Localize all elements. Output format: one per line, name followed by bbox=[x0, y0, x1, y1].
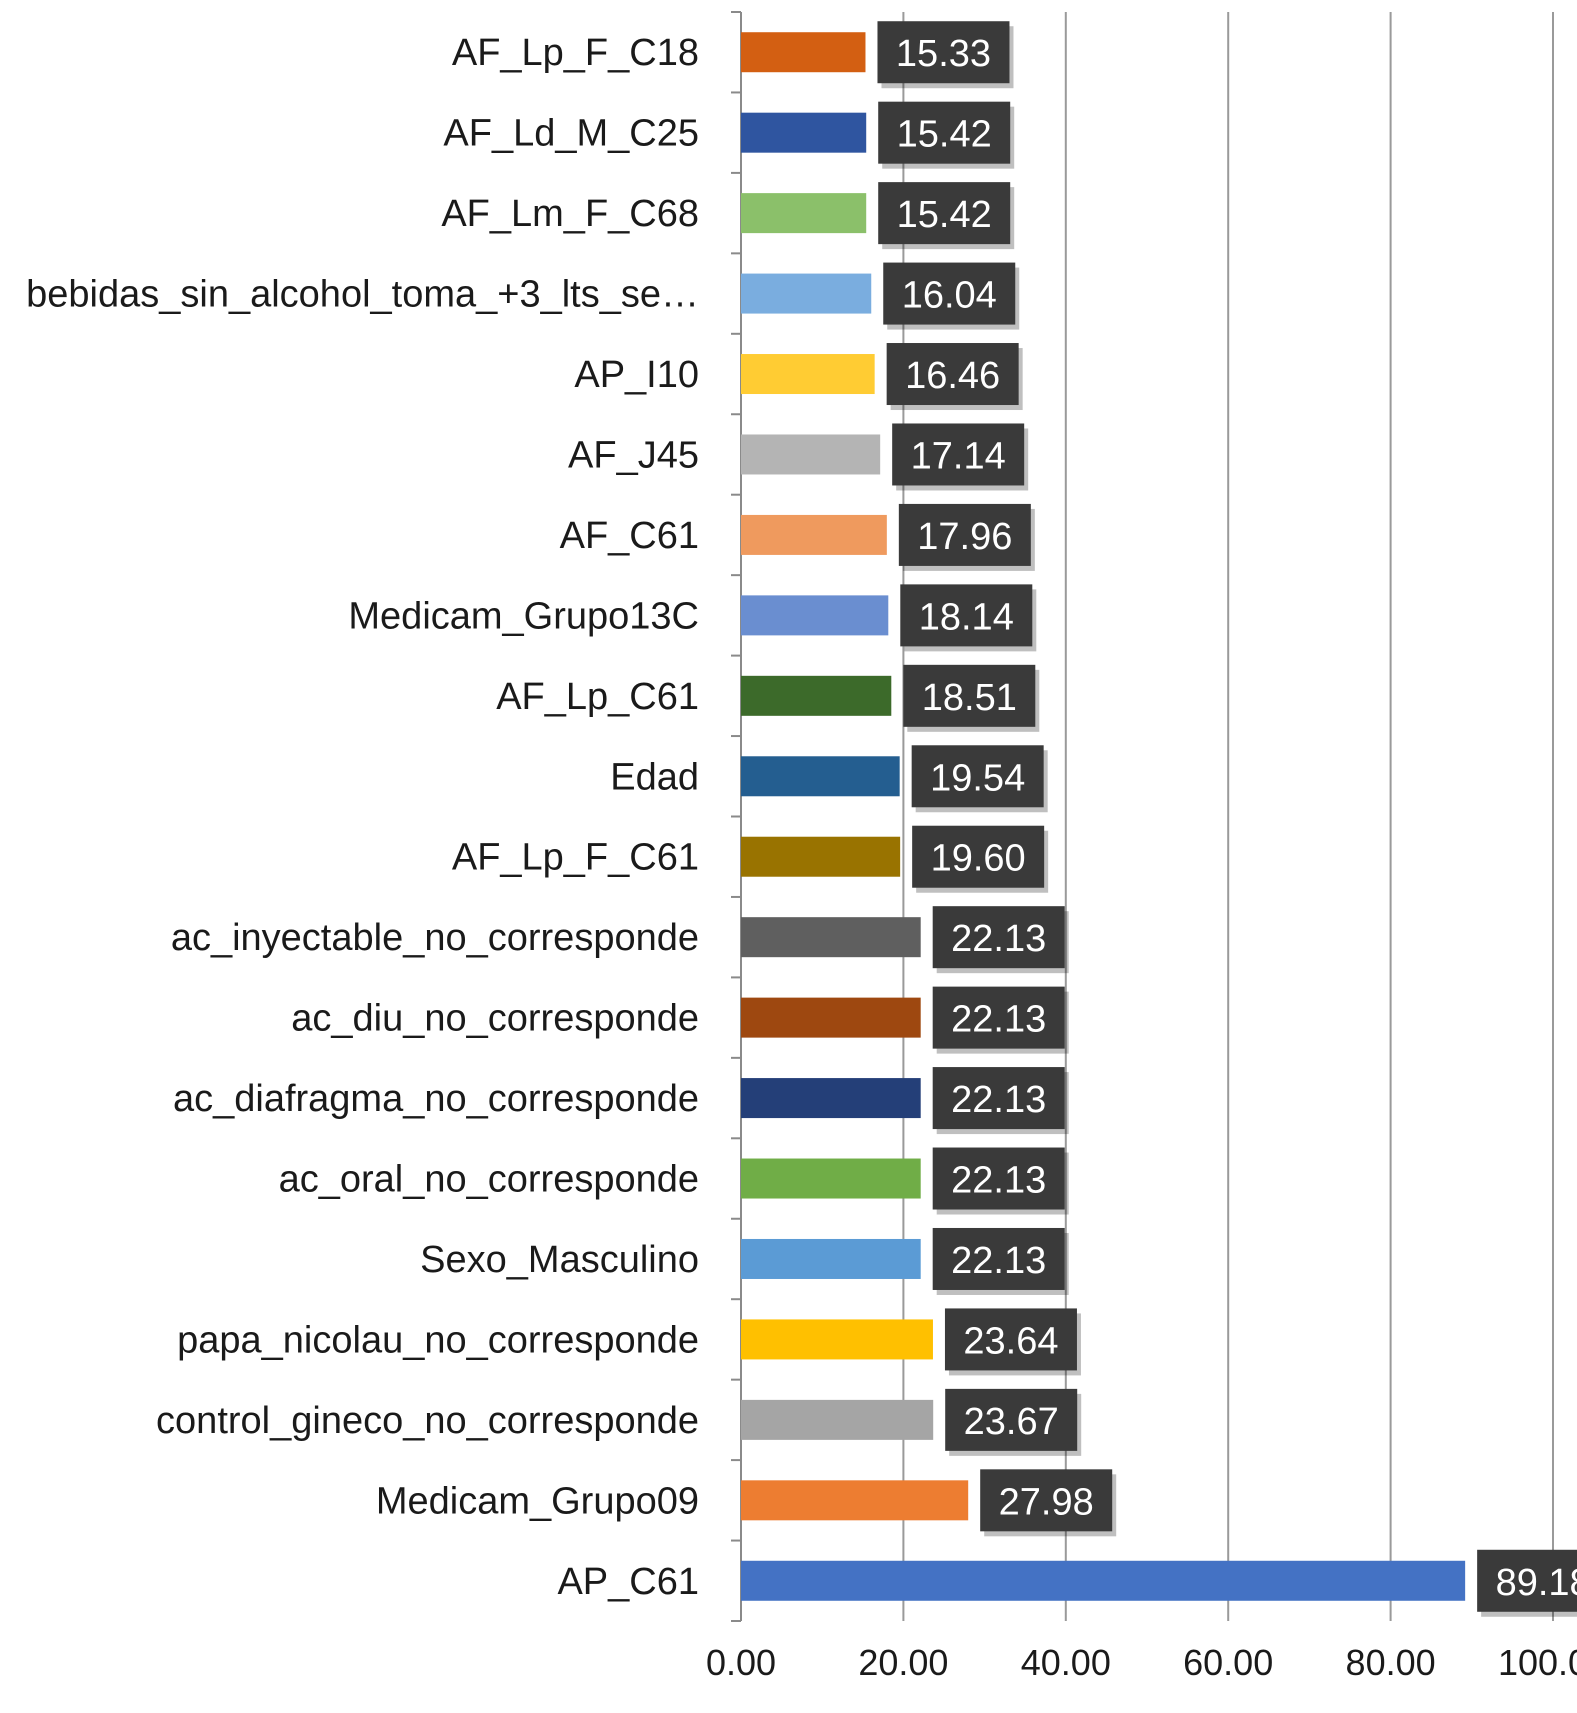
value-label: 17.96 bbox=[917, 516, 1012, 558]
bar bbox=[741, 1560, 1466, 1601]
value-label-box bbox=[878, 101, 1011, 164]
bar bbox=[741, 1319, 933, 1360]
category-label: ac_inyectable_no_corresponde bbox=[171, 917, 699, 959]
value-labels: 15.33 15.42 15.42 16.04 16.46 17.14 17.96 18.14… bbox=[877, 21, 1577, 1617]
value-label: 19.60 bbox=[931, 838, 1026, 880]
value-label: 15.42 bbox=[897, 194, 992, 236]
bar bbox=[741, 836, 901, 877]
category-label: AF_Ld_M_C25 bbox=[443, 113, 699, 155]
bar bbox=[741, 273, 872, 314]
y-axis bbox=[731, 11, 742, 1622]
x-tick-label: 20.00 bbox=[858, 1642, 948, 1683]
value-label: 18.14 bbox=[919, 596, 1014, 638]
value-label: 27.98 bbox=[999, 1481, 1094, 1523]
bar bbox=[741, 756, 900, 797]
category-label: Sexo_Masculino bbox=[420, 1239, 699, 1281]
grid-lines bbox=[902, 12, 1554, 1621]
value-label: 22.13 bbox=[951, 918, 1046, 960]
category-label: control_gineco_no_corresponde bbox=[156, 1400, 699, 1442]
category-labels: AF_Lp_F_C18 AF_Ld_M_C25 AF_Lm_F_C68bebidas… bbox=[26, 32, 699, 1603]
bar bbox=[741, 32, 866, 73]
value-label-box bbox=[898, 503, 1031, 566]
value-label: 22.13 bbox=[951, 1160, 1046, 1202]
value-label-box bbox=[878, 182, 1011, 245]
value-label-box bbox=[912, 825, 1045, 888]
category-label: ac_diafragma_no_corresponde bbox=[173, 1078, 699, 1120]
category-label: AF_C61 bbox=[560, 515, 699, 557]
category-label: Medicam_Grupo09 bbox=[376, 1480, 699, 1522]
bar bbox=[741, 1078, 921, 1119]
value-label-box bbox=[892, 423, 1025, 486]
category-label: bebidas_sin_alcohol_toma_+3_lts_se… bbox=[26, 274, 699, 316]
value-label-box bbox=[944, 1308, 1077, 1371]
category-label: AP_C61 bbox=[557, 1561, 699, 1603]
bar bbox=[741, 1158, 921, 1199]
value-label: 15.42 bbox=[897, 114, 992, 156]
value-label: 19.54 bbox=[930, 757, 1025, 799]
value-label-box bbox=[1477, 1549, 1577, 1612]
x-tick-label: 60.00 bbox=[1183, 1642, 1273, 1683]
value-label-box bbox=[980, 1469, 1113, 1532]
bar bbox=[741, 514, 887, 555]
category-label: AF_Lp_C61 bbox=[496, 676, 699, 718]
value-label: 16.46 bbox=[905, 355, 1000, 397]
x-tick-label: 80.00 bbox=[1346, 1642, 1436, 1683]
value-label-box bbox=[911, 745, 1044, 808]
bar bbox=[741, 1480, 969, 1521]
value-label: 22.13 bbox=[951, 999, 1046, 1041]
bar bbox=[741, 434, 881, 475]
category-label: AF_Lp_F_C61 bbox=[452, 837, 699, 879]
bar bbox=[741, 675, 892, 716]
value-label: 16.04 bbox=[902, 275, 997, 317]
value-label: 17.14 bbox=[911, 435, 1006, 477]
category-label: ac_diu_no_corresponde bbox=[291, 998, 699, 1040]
value-label-box bbox=[932, 1067, 1065, 1130]
value-label-box bbox=[900, 584, 1033, 647]
value-label: 22.13 bbox=[951, 1240, 1046, 1282]
value-label: 22.13 bbox=[951, 1079, 1046, 1121]
bar bbox=[741, 354, 875, 395]
bar bbox=[741, 917, 921, 958]
value-label-box bbox=[932, 986, 1065, 1049]
bar bbox=[741, 193, 867, 234]
category-label: papa_nicolau_no_corresponde bbox=[177, 1319, 699, 1361]
value-label: 89.18 bbox=[1496, 1562, 1577, 1604]
value-label-box bbox=[945, 1388, 1078, 1451]
category-label: AF_Lp_F_C18 bbox=[452, 32, 699, 74]
value-label-box bbox=[932, 1227, 1065, 1290]
value-label: 18.51 bbox=[922, 677, 1017, 719]
x-tick-label: 100.00 bbox=[1498, 1642, 1577, 1683]
value-label: 15.33 bbox=[896, 33, 991, 75]
category-label: ac_oral_no_corresponde bbox=[279, 1159, 699, 1201]
value-label-box bbox=[903, 664, 1036, 727]
category-label: AP_I10 bbox=[574, 354, 699, 396]
bar bbox=[741, 595, 889, 636]
category-label: AF_J45 bbox=[568, 434, 699, 476]
category-label: AF_Lm_F_C68 bbox=[441, 193, 699, 235]
bar bbox=[741, 1238, 921, 1279]
bar bbox=[741, 997, 921, 1038]
value-label-box bbox=[932, 1147, 1065, 1210]
x-tick-label: 0.00 bbox=[706, 1642, 776, 1683]
value-label-box bbox=[883, 262, 1016, 325]
category-label: Edad bbox=[610, 756, 699, 798]
bars bbox=[741, 32, 1466, 1601]
x-tick-label: 40.00 bbox=[1021, 1642, 1111, 1683]
category-label: Medicam_Grupo13C bbox=[348, 595, 699, 637]
bar bbox=[741, 112, 867, 153]
value-label-box bbox=[886, 343, 1019, 406]
value-label: 23.64 bbox=[963, 1320, 1058, 1362]
value-label-box bbox=[877, 21, 1010, 84]
value-label-box bbox=[932, 906, 1065, 969]
bar bbox=[741, 1399, 934, 1440]
x-axis-tick-labels: 0.00 20.00 40.00 60.00 80.00 100.00 bbox=[706, 1642, 1577, 1683]
value-label: 23.67 bbox=[964, 1401, 1059, 1443]
